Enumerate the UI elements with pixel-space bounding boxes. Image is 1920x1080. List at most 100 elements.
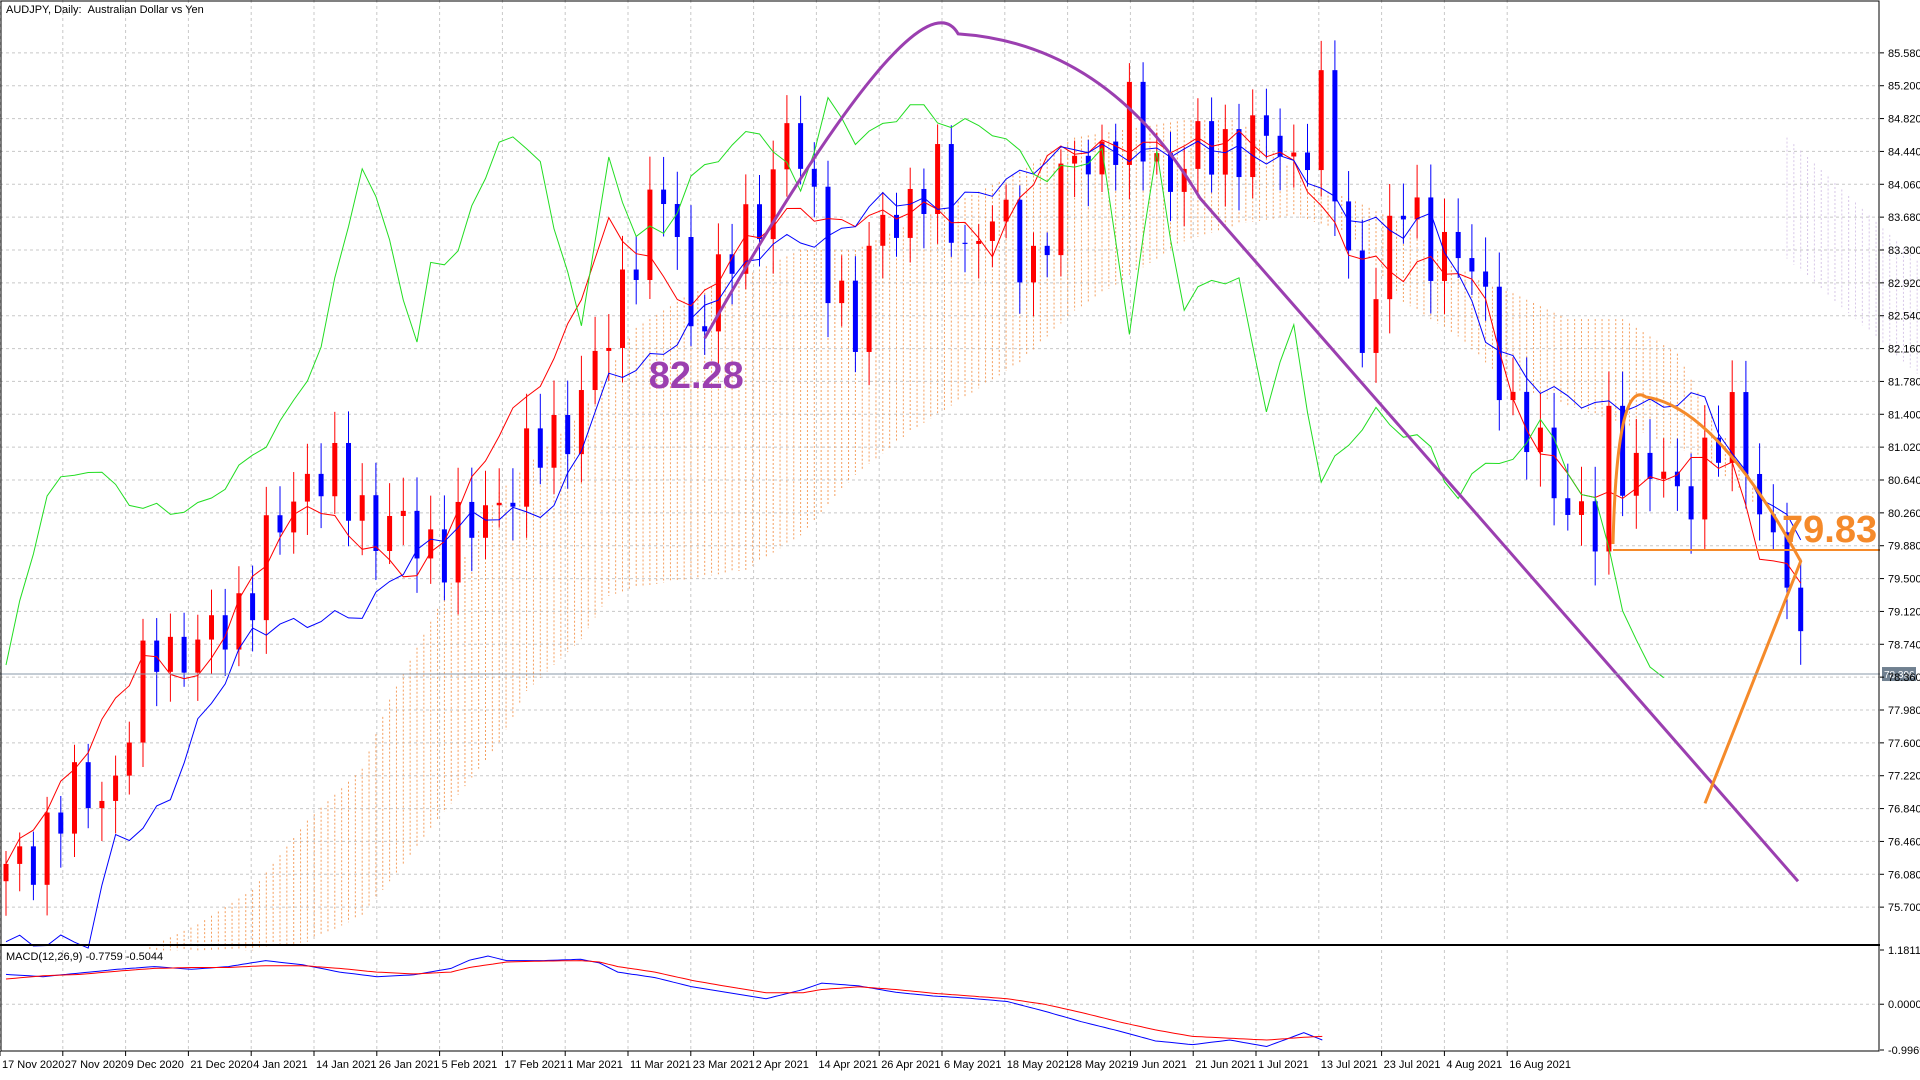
candle-bear [1716, 437, 1721, 463]
candle-bull [332, 442, 338, 497]
candle-bear [277, 515, 283, 533]
x-tick-label: 2 Apr 2021 [756, 1059, 809, 1071]
y-tick-label: 85.580 [1888, 48, 1920, 60]
candle-bull [1510, 391, 1516, 401]
x-tick-label: 4 Aug 2021 [1446, 1059, 1502, 1071]
candle-bear [1168, 153, 1173, 192]
price-grid [0, 0, 1880, 940]
small-rounding-top-arc[interactable] [1611, 393, 1803, 804]
y-tick-label: 80.640 [1888, 475, 1920, 487]
candle-bull [195, 639, 201, 673]
candle-bear [1592, 501, 1598, 552]
y-tick-label: 84.440 [1888, 146, 1920, 158]
candle-bull [606, 347, 612, 351]
candle-bear [757, 204, 762, 240]
candle-bear [1305, 152, 1310, 171]
candle-bear [1483, 271, 1489, 287]
candle-bull [524, 428, 530, 507]
y-tick-label: 84.820 [1888, 114, 1920, 126]
candle-bull [620, 269, 625, 348]
candle-bear [565, 414, 571, 455]
candle-bull [17, 846, 23, 864]
x-tick-label: 21 Jun 2021 [1195, 1059, 1256, 1071]
candle-bear [222, 615, 228, 650]
x-tick-label: 1 Mar 2021 [567, 1059, 623, 1071]
candle-bear [181, 636, 187, 673]
candle-bear [1798, 587, 1804, 632]
candle-bear [1236, 129, 1242, 178]
candle-bull [1633, 452, 1639, 496]
candle-bear [1428, 197, 1434, 281]
candle-bull [1195, 121, 1201, 169]
candle-bull [359, 495, 365, 521]
candle-bull [1702, 437, 1708, 520]
candle-bear [537, 428, 543, 468]
candle-bull [1373, 299, 1379, 353]
candle-bear [1346, 201, 1352, 251]
candle-bear [852, 280, 858, 352]
candle-bull [236, 593, 242, 650]
candle-bull [1387, 215, 1393, 300]
candle-bull [592, 350, 598, 391]
x-tick-label: 17 Feb 2021 [504, 1059, 566, 1071]
candle-bull [400, 510, 406, 516]
x-tick-label: 4 Jan 2021 [253, 1059, 307, 1071]
y-tick-label: 75.700 [1888, 902, 1920, 914]
candle-bull [167, 636, 173, 672]
candle-bear [1620, 405, 1626, 496]
candle-bear [1209, 121, 1215, 175]
candle-bull [1661, 471, 1667, 479]
candle-bear [1565, 498, 1571, 515]
candle-bear [1674, 471, 1680, 487]
macd-tick-label: -0.9969 [1888, 1045, 1920, 1057]
candle-bull [1537, 427, 1543, 453]
candle-bull [989, 221, 995, 241]
y-tick-label: 76.460 [1888, 836, 1920, 848]
x-tick-label: 26 Jan 2021 [379, 1059, 440, 1071]
x-tick-label: 28 May 2021 [1070, 1059, 1134, 1071]
candle-bull [770, 169, 776, 240]
x-tick-label: 16 Aug 2021 [1509, 1059, 1571, 1071]
x-tick-label: 9 Jun 2021 [1132, 1059, 1186, 1071]
candle-bear [1455, 231, 1461, 259]
candle-bear [1469, 258, 1475, 272]
y-tick-label: 79.880 [1888, 541, 1920, 553]
x-tick-label: 26 Apr 2021 [881, 1059, 940, 1071]
candle-bear [674, 204, 680, 238]
chart-title: AUDJPY, Daily: Australian Dollar vs Yen [6, 4, 204, 16]
candle-bear [1524, 391, 1530, 453]
candle-bull [1250, 115, 1256, 178]
x-tick-label: 1 Jul 2021 [1258, 1059, 1309, 1071]
x-tick-label: 27 Nov 2020 [65, 1059, 127, 1071]
rounding-top-arc[interactable] [703, 21, 1800, 883]
candle-bear [250, 593, 256, 621]
candle-bull [1154, 153, 1160, 162]
y-tick-label: 78.740 [1888, 639, 1920, 651]
level-value-label: 79.83 [1782, 509, 1877, 551]
candle-bull [743, 204, 749, 274]
candle-bull [113, 775, 119, 801]
candle-bull [976, 240, 982, 244]
macd-grid [0, 950, 1880, 1050]
candle-bear [1400, 215, 1406, 220]
candle-bull [880, 214, 886, 246]
low-value-label: 82.28 [649, 355, 744, 397]
candle-bear [1647, 452, 1653, 479]
candle-bear [1551, 427, 1557, 499]
candlesticks[interactable] [3, 40, 1804, 916]
price-axis: 85.580 85.200 84.820 84.440 84.060 83.680 83.3… [1880, 48, 1920, 914]
y-tick-label: 83.300 [1888, 245, 1920, 257]
candle-bear [1770, 514, 1776, 533]
candle-bull [72, 762, 77, 834]
x-tick-label: 23 Mar 2021 [693, 1059, 755, 1071]
candle-bull [1318, 70, 1324, 171]
candle-bear [894, 214, 899, 238]
y-tick-label: 80.260 [1888, 508, 1920, 520]
candle-bull [1222, 129, 1228, 175]
y-tick-label: 82.540 [1888, 311, 1920, 323]
candle-bull [866, 245, 872, 352]
ichimoku-cloud [149, 120, 1918, 951]
candle-bull [647, 189, 653, 280]
candle-bear [85, 762, 91, 809]
